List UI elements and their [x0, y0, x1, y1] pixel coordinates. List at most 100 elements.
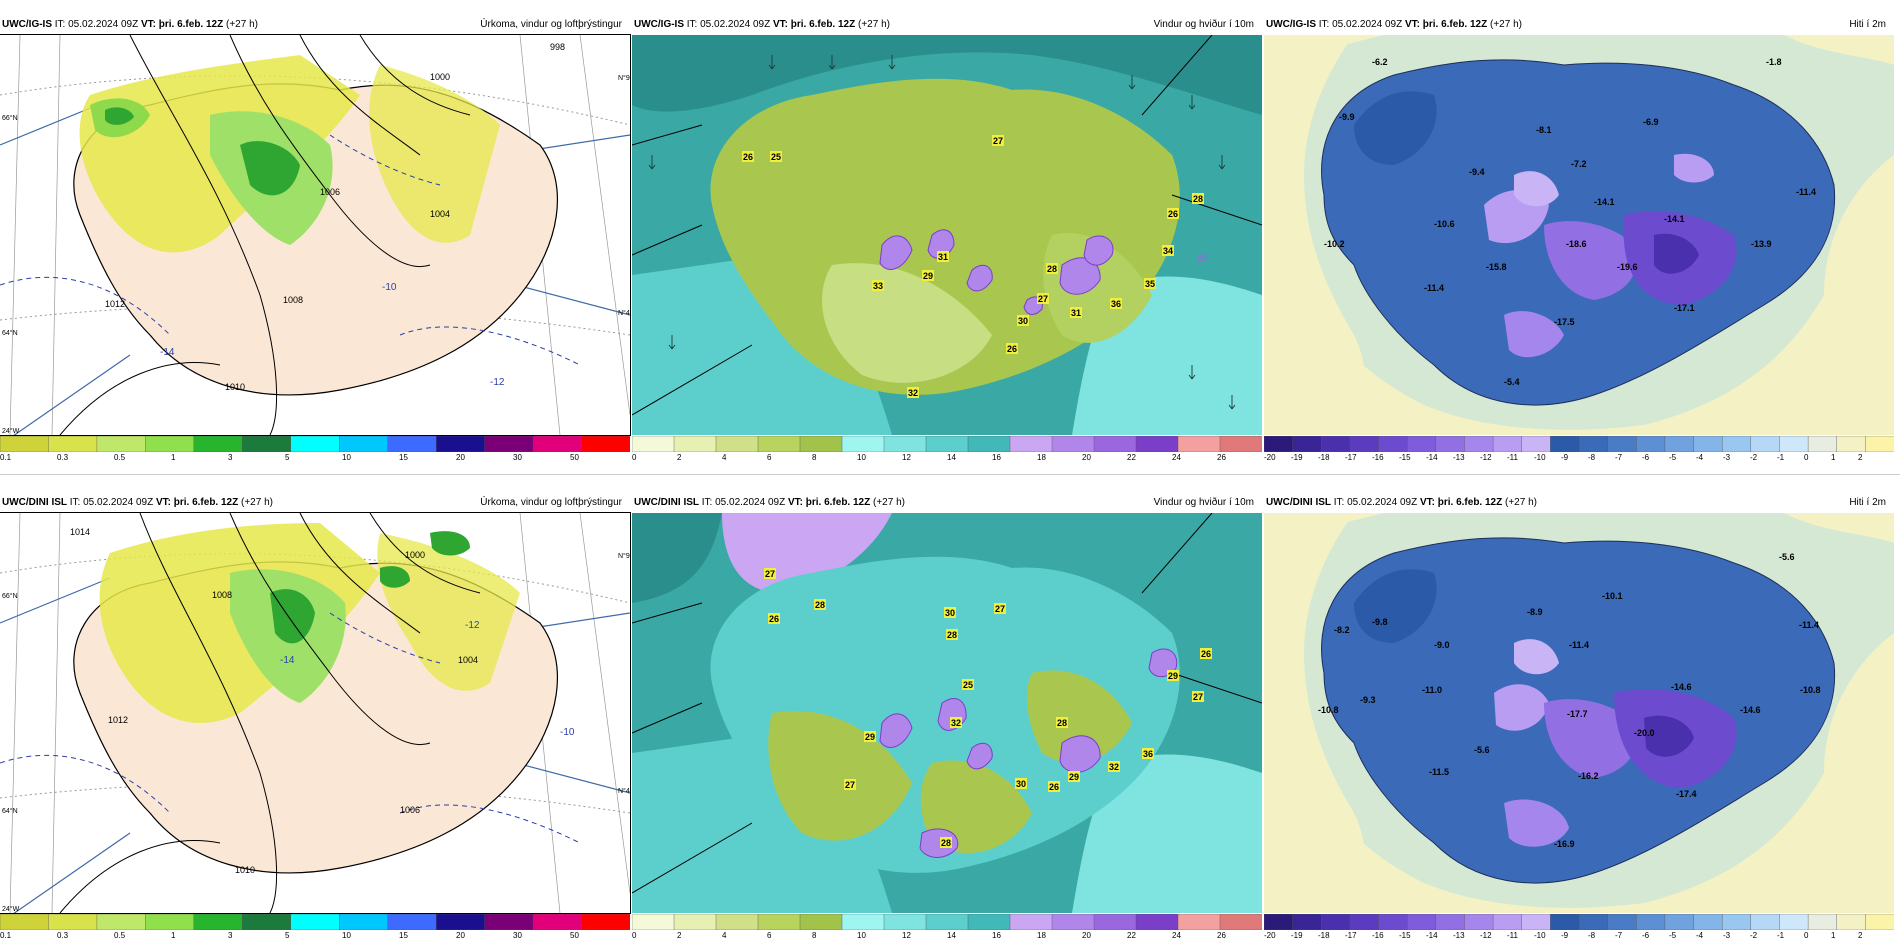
map-label: 1004 — [430, 209, 450, 219]
panel-title: Vindur og hviður í 10m — [1153, 19, 1254, 30]
scale-tick-label: 24 — [1172, 453, 1181, 462]
it-value: 05.02.2024 09Z — [715, 497, 786, 508]
temp-label: -11.5 — [1429, 767, 1449, 777]
map-label: N°99 — [618, 74, 630, 82]
gust-label: 25 — [963, 680, 973, 690]
scale-swatch — [632, 436, 675, 452]
scale-swatch — [1406, 914, 1437, 930]
scale-tick-label: -16 — [1372, 453, 1384, 462]
temperature-scale-labels: -20 -19 -18 -17 -16 -15 -14 -13 -12 -11 -10 -9 -8 -7-… — [1264, 930, 1894, 941]
map-label: 1006 — [320, 187, 340, 197]
temp-label: -16.9 — [1554, 839, 1575, 849]
temp-label: -9.8 — [1372, 617, 1388, 627]
scale-tick-label: 1 — [171, 453, 176, 462]
scale-tick-label: 0 — [1804, 453, 1809, 462]
scale-tick-label: -1 — [1777, 931, 1785, 940]
scale-tick-label: 0 — [1804, 931, 1809, 940]
panel-header: UWC/IG-IS IT: 05.02.2024 09Z VT: þri. 6.… — [2, 18, 628, 32]
scale-tick-label: -17 — [1345, 453, 1357, 462]
lead-time: (+27 h) — [1505, 497, 1537, 508]
scale-tick-label: 20 — [456, 931, 465, 940]
scale-tick-label: -3 — [1723, 931, 1731, 940]
temp-label: -18.6 — [1566, 239, 1587, 249]
scale-swatch — [435, 914, 486, 930]
temp-label: -13.9 — [1751, 239, 1772, 249]
scale-tick-label: 8 — [812, 453, 817, 462]
gust-label: 28 — [815, 600, 825, 610]
scale-swatch — [1636, 914, 1666, 930]
scale-tick-label: 50 — [570, 931, 579, 940]
panel-title: Hiti í 2m — [1849, 497, 1886, 508]
model-name: UWC/IG-IS — [634, 19, 684, 30]
scale-tick-label: 12 — [902, 453, 911, 462]
temp-label: -17.1 — [1674, 303, 1695, 313]
gust-label: 26 — [1201, 649, 1211, 659]
scale-swatch — [925, 914, 969, 930]
wind-scale-labels: 0 2 4 6 8 10 12 14 16 18 20 22 24 26 — [632, 452, 1262, 463]
scale-swatch — [145, 914, 195, 930]
scale-tick-label: 2 — [677, 453, 682, 462]
model-name: UWC/DINI ISL — [2, 497, 67, 508]
scale-swatch — [1550, 914, 1580, 930]
temperature-color-scale — [1264, 436, 1894, 452]
gust-label: 34 — [1163, 246, 1173, 256]
scale-swatch — [484, 914, 534, 930]
temp-label: -10.8 — [1800, 685, 1821, 695]
temperature-map: -6.2 -1.8 -9.9 -8.1 -6.9 -9.4 -7.2 -11.4… — [1264, 35, 1894, 435]
vt-value: þri. 6.feb. 12Z — [158, 19, 224, 30]
scale-swatch — [967, 914, 1011, 930]
vt-label: VT: — [772, 19, 788, 30]
scale-swatch — [1349, 914, 1380, 930]
map-label: -12 — [490, 377, 505, 388]
scale-tick-label: -16 — [1372, 931, 1384, 940]
scale-tick-label: 3 — [228, 453, 233, 462]
temp-label: -19.6 — [1617, 262, 1638, 272]
gust-label: 25 — [1197, 253, 1207, 263]
map-label: 64°N — [2, 807, 18, 815]
scale-swatch — [1009, 436, 1053, 452]
scale-swatch — [1135, 914, 1179, 930]
map-label: 1000 — [405, 550, 425, 560]
scale-tick-label: 3 — [228, 931, 233, 940]
scale-tick-label: 15 — [399, 931, 408, 940]
scale-swatch — [715, 914, 759, 930]
scale-swatch — [673, 914, 717, 930]
gust-label: 28 — [1193, 194, 1203, 204]
scale-tick-label: 5 — [285, 453, 290, 462]
scale-swatch — [1435, 436, 1466, 452]
panel-header: UWC/IG-IS IT: 05.02.2024 09Z VT: þri. 6.… — [634, 18, 1260, 32]
scale-tick-label: 1 — [171, 931, 176, 940]
temp-label: -11.0 — [1422, 685, 1442, 695]
gust-label: 36 — [1111, 299, 1121, 309]
it-value: 05.02.2024 09Z — [1347, 497, 1418, 508]
scale-tick-label: 0.5 — [114, 931, 126, 940]
gust-label: 28 — [1047, 264, 1057, 274]
scale-tick-label: -11 — [1507, 453, 1518, 462]
scale-tick-label: 50 — [570, 453, 579, 462]
scale-swatch — [1492, 436, 1523, 452]
gust-label: 27 — [993, 136, 1003, 146]
it-label: IT: — [1333, 497, 1345, 508]
scale-tick-label: -18 — [1318, 453, 1330, 462]
map-label: -10 — [560, 727, 575, 738]
scale-swatch — [1836, 914, 1867, 930]
wind-map-svg: 27 28 26 30 27 28 25 32 29 28 26 29 27 3… — [632, 513, 1262, 913]
scale-swatch — [841, 914, 885, 930]
scale-tick-label: 0 — [632, 453, 637, 462]
scale-swatch — [532, 436, 583, 452]
temperature-map-svg: -5.6 -8.9 -10.1 -11.4 -8.2 -9.8 -9.0 -11… — [1264, 513, 1894, 913]
scale-tick-label: -13 — [1453, 931, 1465, 940]
scale-swatch — [1093, 436, 1137, 452]
temp-label: -9.0 — [1434, 640, 1450, 650]
scale-swatch — [290, 914, 340, 930]
gust-label: 28 — [947, 630, 957, 640]
temp-label: -8.2 — [1334, 625, 1350, 635]
scale-swatch — [1464, 436, 1494, 452]
scale-tick-label: -15 — [1399, 931, 1411, 940]
temp-label: -17.5 — [1554, 317, 1575, 327]
map-label: N°49 — [618, 309, 630, 317]
scale-tick-label: -17 — [1345, 931, 1357, 940]
map-label: -10 — [382, 282, 397, 293]
scale-tick-label: -19 — [1291, 453, 1303, 462]
gust-label: 32 — [908, 388, 918, 398]
